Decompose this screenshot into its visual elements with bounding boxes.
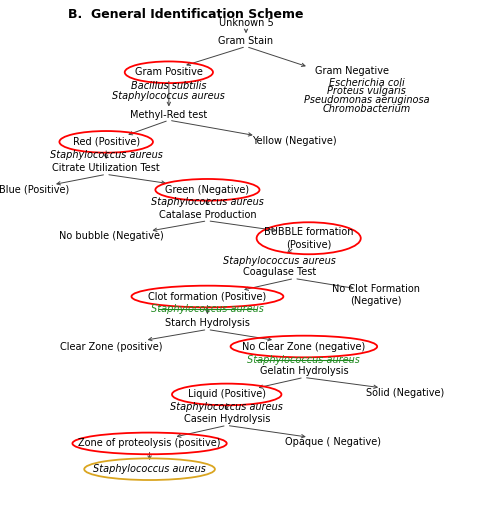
Text: Unknown 5: Unknown 5 [218, 18, 274, 28]
Text: Catalase Production: Catalase Production [158, 209, 256, 219]
Text: Staphylococcus aureus: Staphylococcus aureus [223, 257, 336, 267]
Text: No Clear Zone (negative): No Clear Zone (negative) [242, 341, 366, 351]
Text: No Clot Formation
(Negative): No Clot Formation (Negative) [332, 284, 420, 306]
Text: Gelatin Hydrolysis: Gelatin Hydrolysis [260, 366, 348, 376]
Text: Staphylococcus aureus: Staphylococcus aureus [50, 150, 163, 160]
Text: Staphylococcus aureus: Staphylococcus aureus [112, 91, 225, 101]
Text: Methyl-Red test: Methyl-Red test [130, 110, 208, 120]
Text: Staphylococcus aureus: Staphylococcus aureus [151, 197, 264, 207]
Text: Liquid (Positive): Liquid (Positive) [188, 389, 266, 399]
Text: Red (Positive): Red (Positive) [73, 137, 140, 147]
Text: Pseudomonas aeruginosa: Pseudomonas aeruginosa [304, 95, 430, 105]
Text: Coagulase Test: Coagulase Test [243, 267, 316, 277]
Text: Bacillus subtilis: Bacillus subtilis [131, 81, 207, 91]
Text: Zone of proteolysis (positive): Zone of proteolysis (positive) [78, 438, 221, 449]
Text: Citrate Utilization Test: Citrate Utilization Test [52, 163, 160, 173]
Text: Staphylococcus aureus: Staphylococcus aureus [247, 355, 360, 365]
Text: Opaque ( Negative): Opaque ( Negative) [285, 438, 381, 448]
Text: Proteus vulgaris: Proteus vulgaris [327, 86, 406, 96]
Text: Casein Hydrolysis: Casein Hydrolysis [184, 414, 270, 424]
Text: Solid (Negative): Solid (Negative) [366, 388, 444, 398]
Text: Clot formation (Positive): Clot formation (Positive) [148, 291, 267, 301]
Text: Escherichia coli: Escherichia coli [329, 77, 404, 88]
Text: Clear Zone (positive): Clear Zone (positive) [60, 341, 162, 351]
Text: Staphylococcus aureus: Staphylococcus aureus [93, 464, 206, 474]
Text: Gram Stain: Gram Stain [218, 36, 274, 46]
Text: Gram Negative: Gram Negative [315, 66, 389, 76]
Text: Green (Negative): Green (Negative) [165, 185, 249, 195]
Text: Staphylococcus aureus: Staphylococcus aureus [151, 305, 264, 315]
Text: Starch Hydrolysis: Starch Hydrolysis [165, 318, 250, 328]
Text: B.  General Identification Scheme: B. General Identification Scheme [67, 8, 303, 21]
Text: Staphylococcus aureus: Staphylococcus aureus [170, 402, 283, 412]
Text: Blue (Positive): Blue (Positive) [0, 185, 69, 195]
Text: Yellow (Negative): Yellow (Negative) [252, 136, 337, 146]
Text: Chromobacterium: Chromobacterium [322, 104, 411, 114]
Text: No bubble (Negative): No bubble (Negative) [59, 231, 163, 241]
Text: Gram Positive: Gram Positive [135, 67, 203, 77]
Text: BUBBLE formation
(Positive): BUBBLE formation (Positive) [264, 227, 353, 249]
